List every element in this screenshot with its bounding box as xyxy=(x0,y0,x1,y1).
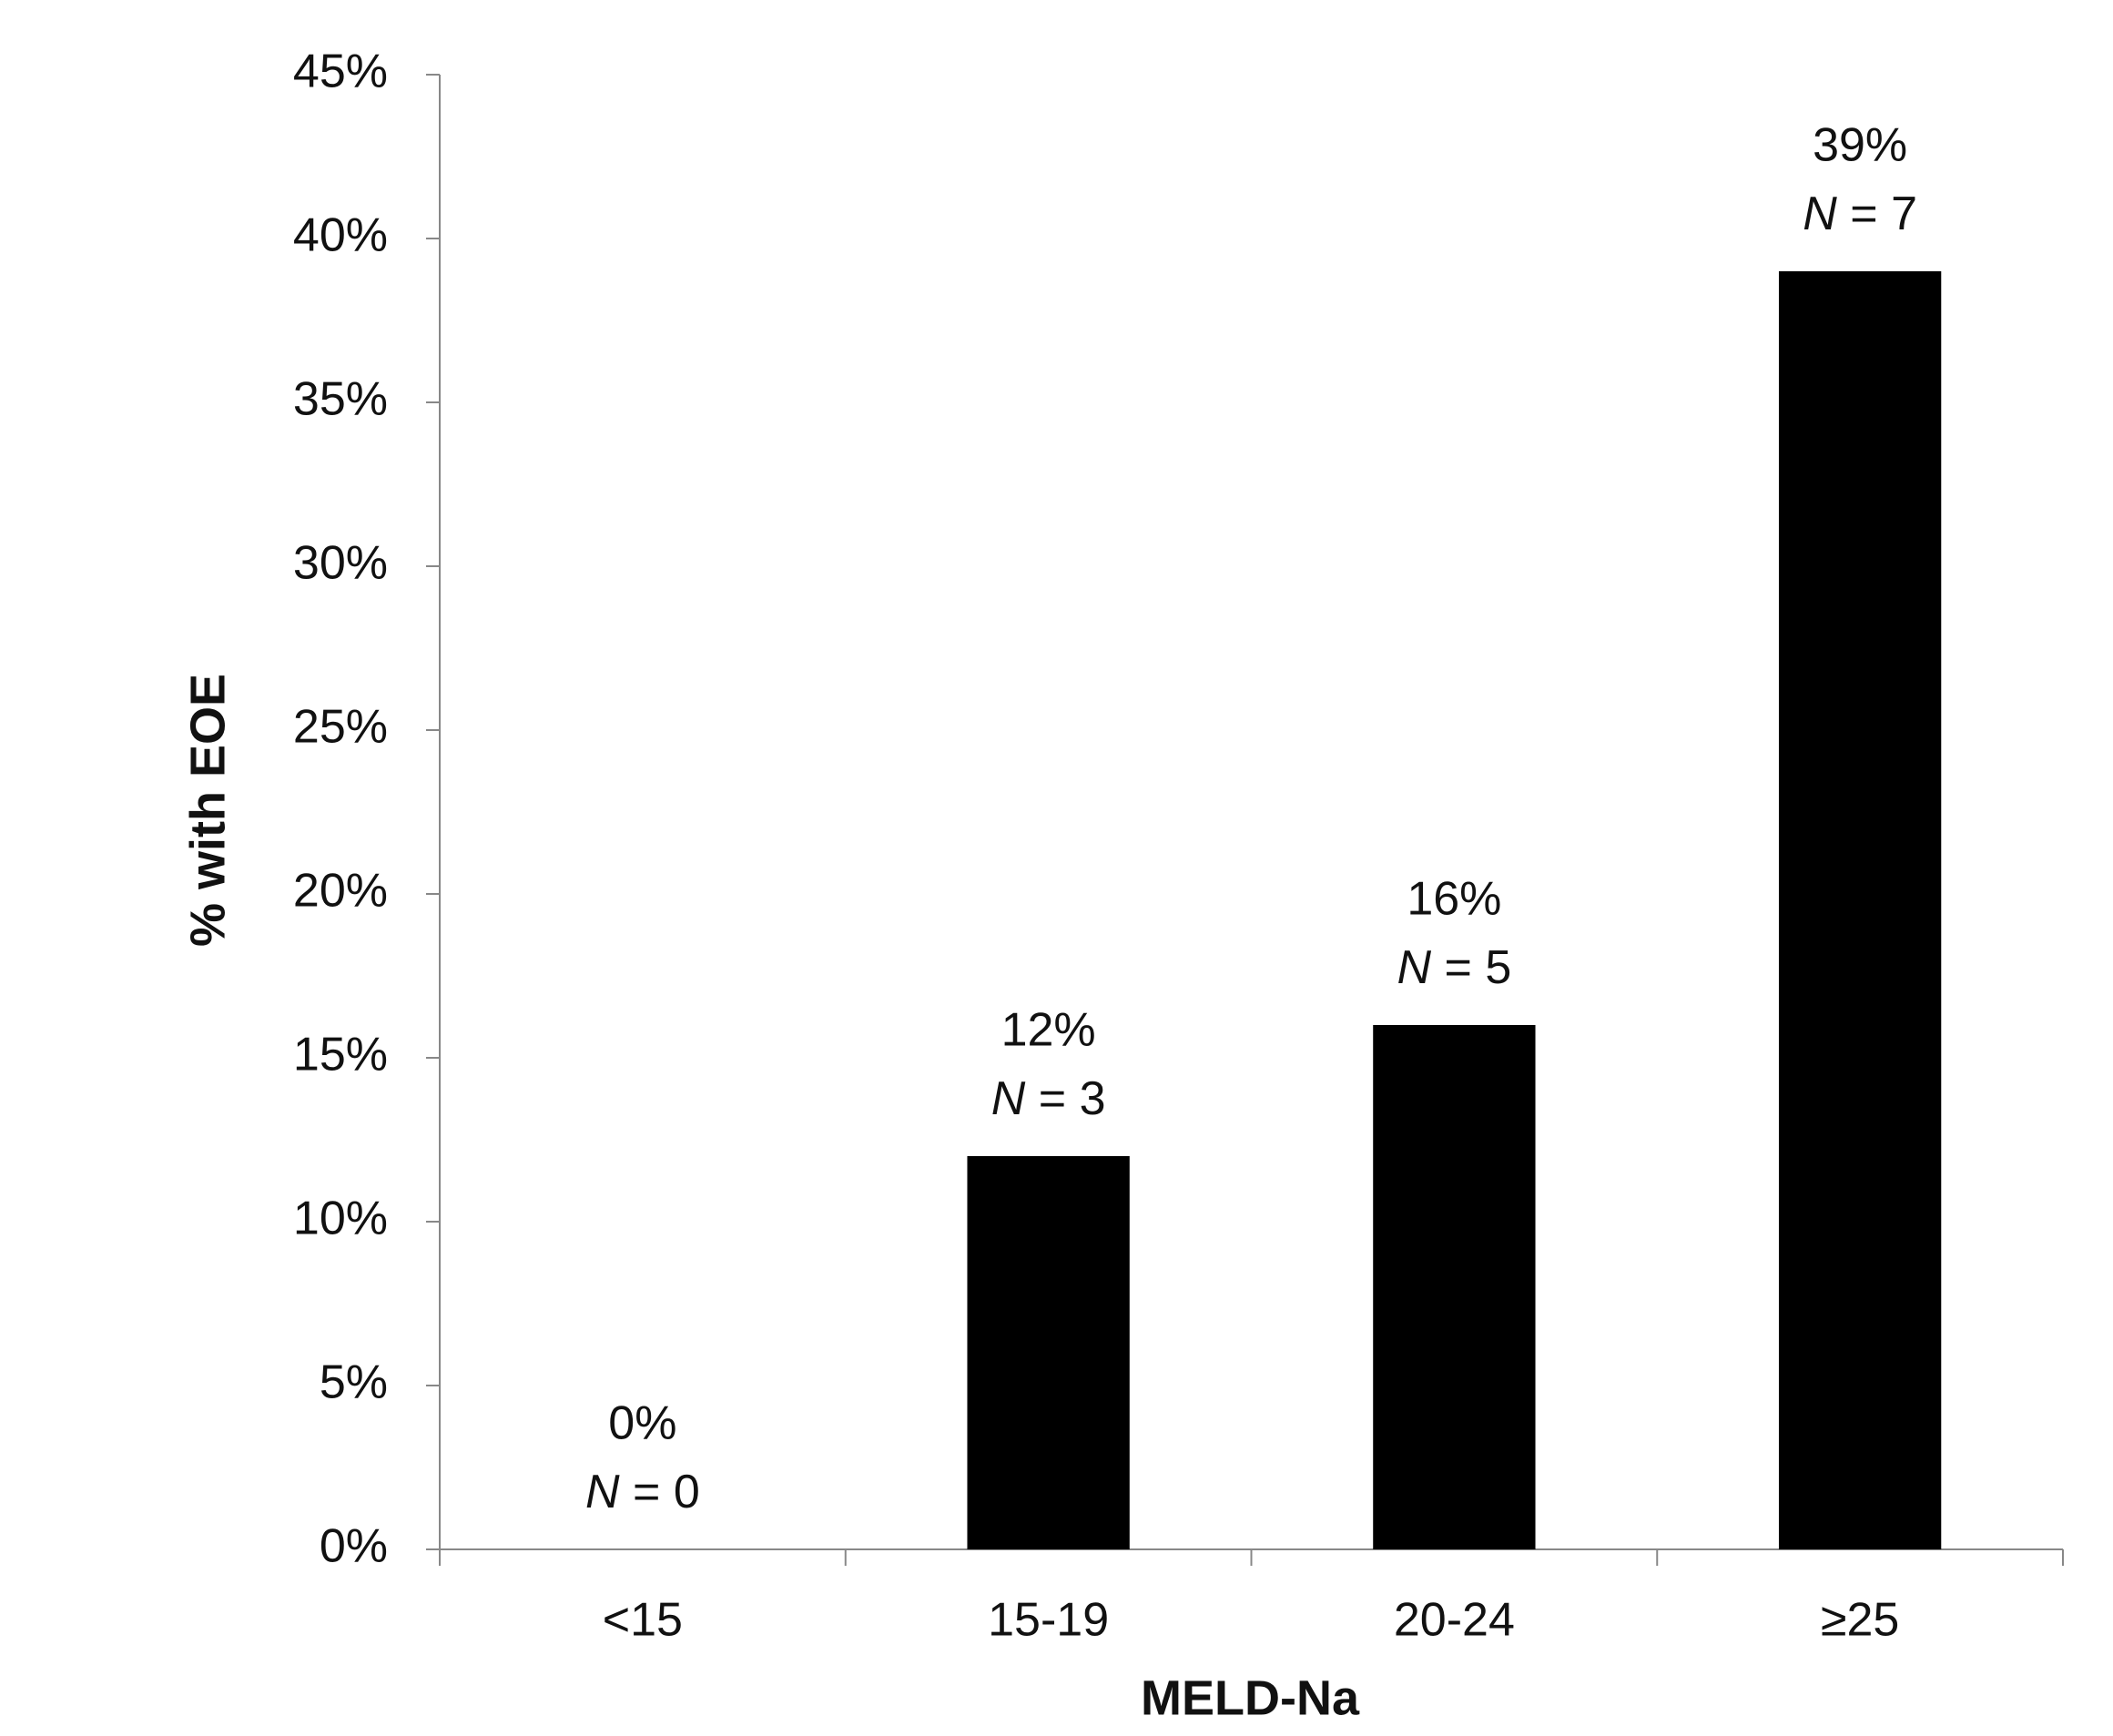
y-tick-label: 35% xyxy=(293,373,388,426)
x-tick-label: 20-24 xyxy=(1394,1594,1515,1647)
annotation-italic: N xyxy=(991,1072,1026,1125)
y-tick-label: 30% xyxy=(293,537,388,590)
annotation-italic: N xyxy=(585,1466,620,1518)
y-tick-label: 25% xyxy=(293,701,388,754)
annotation: N = 0 xyxy=(585,1466,700,1518)
value-label: 16% xyxy=(1407,873,1501,926)
y-tick-label: 20% xyxy=(293,865,388,918)
y-tick-label: 0% xyxy=(320,1520,388,1573)
y-tick-label: 40% xyxy=(293,209,388,262)
y-tick-label: 45% xyxy=(293,46,388,98)
x-tick-label: 15-19 xyxy=(988,1594,1109,1647)
value-label: 12% xyxy=(1001,1004,1096,1057)
y-axis-title: % with EOE xyxy=(180,674,235,947)
y-tick-label: 5% xyxy=(320,1356,388,1409)
annotation-rest: = 7 xyxy=(1837,188,1917,240)
value-label: 0% xyxy=(608,1397,676,1450)
annotation: N = 7 xyxy=(1803,188,1917,240)
y-tick-label: 15% xyxy=(293,1029,388,1081)
annotation: N = 5 xyxy=(1397,941,1512,994)
bar xyxy=(967,1156,1130,1549)
annotation-rest: = 5 xyxy=(1431,941,1511,994)
x-axis-title: MELD-Na xyxy=(1141,1670,1360,1725)
bar xyxy=(1373,1025,1536,1549)
annotation-italic: N xyxy=(1803,188,1837,240)
annotation: N = 3 xyxy=(991,1072,1106,1125)
bar xyxy=(1778,271,1942,1549)
y-tick-label: 10% xyxy=(293,1193,388,1245)
annotation-rest: = 3 xyxy=(1025,1072,1105,1125)
annotation-rest: = 0 xyxy=(620,1466,700,1518)
annotation-italic: N xyxy=(1397,941,1432,994)
x-tick-label: <15 xyxy=(603,1594,683,1647)
value-label: 39% xyxy=(1813,119,1907,172)
x-tick-label: ≥25 xyxy=(1821,1594,1899,1647)
